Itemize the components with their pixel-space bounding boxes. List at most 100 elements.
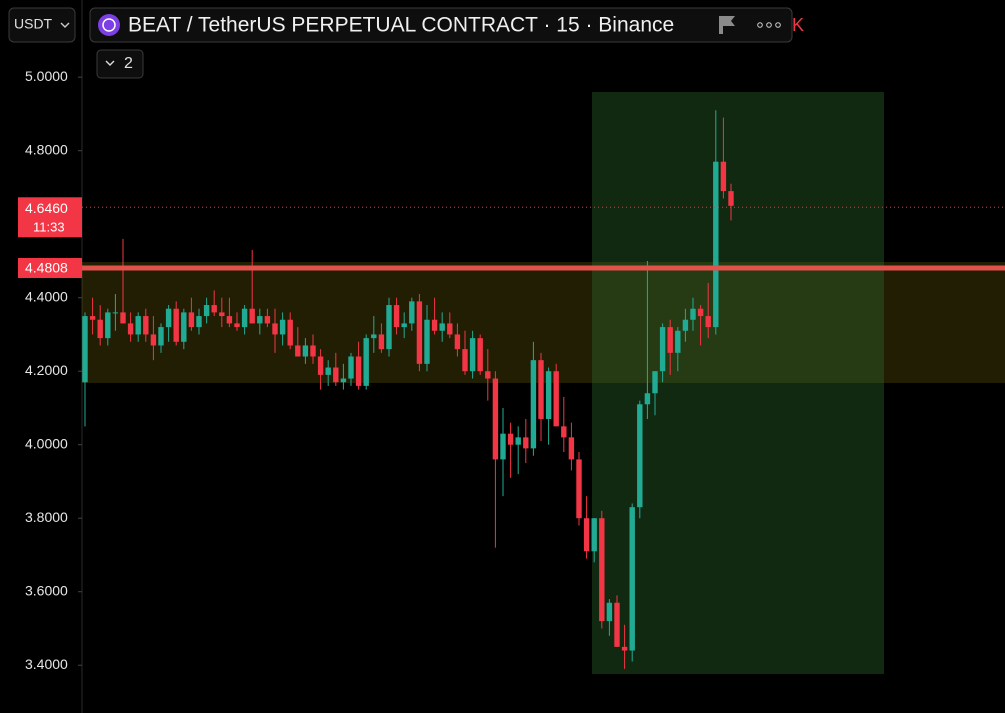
candle-body xyxy=(173,308,179,342)
candle-body xyxy=(431,319,438,331)
candle-body xyxy=(561,426,567,438)
chevron xyxy=(105,60,115,66)
candle-body xyxy=(629,507,635,651)
currency-button[interactable] xyxy=(8,7,76,43)
candle-body xyxy=(386,305,392,350)
candle-body xyxy=(348,356,354,379)
candle-body xyxy=(720,161,727,192)
more-icon[interactable] xyxy=(757,22,781,28)
candle-body xyxy=(135,316,141,335)
candle-body xyxy=(355,356,362,386)
candle-body xyxy=(416,301,423,364)
y-tick-label: 5.0000 xyxy=(25,68,68,84)
symbol-header[interactable] xyxy=(89,7,793,43)
y-tick-label: 4.8000 xyxy=(25,141,68,157)
candle-body xyxy=(112,312,119,314)
candle-body xyxy=(97,319,103,339)
candle-body xyxy=(637,404,643,508)
candle-body xyxy=(105,312,111,339)
candle-body xyxy=(690,308,696,320)
candle-body xyxy=(644,393,651,405)
candle-body xyxy=(675,330,681,353)
chevron xyxy=(60,22,70,28)
symbol-title: BEAT / TetherUS PERPETUAL CONTRACT · 15 … xyxy=(128,14,674,37)
candle-body xyxy=(363,338,369,386)
candle-body xyxy=(606,602,613,622)
symbol-logo-mark xyxy=(102,18,116,32)
candle-body xyxy=(447,323,453,335)
candle-body xyxy=(667,327,673,353)
candle-body xyxy=(621,646,628,651)
candle-body xyxy=(272,323,278,335)
candle-body xyxy=(127,323,134,335)
candle-body xyxy=(538,360,544,419)
candle-body xyxy=(500,433,506,460)
price-axis: 3.4000 3.6000 3.8000 4.0000 4.2000 4.4000 4.80… xyxy=(18,68,82,672)
candle-body xyxy=(492,378,499,460)
candle-body xyxy=(279,319,286,335)
flag-icon[interactable] xyxy=(719,16,735,34)
candle-body xyxy=(576,459,582,519)
candle-body xyxy=(393,305,400,328)
candle-body xyxy=(241,308,248,328)
candle-body xyxy=(226,316,233,324)
candle-body xyxy=(196,316,202,328)
y-tick-label: 3.6000 xyxy=(25,582,68,598)
candle-body xyxy=(219,312,225,317)
cut-text: K xyxy=(792,15,804,35)
candle-body xyxy=(89,316,96,320)
indicators-toggle[interactable] xyxy=(96,49,144,79)
target-box xyxy=(592,92,884,674)
candle-body xyxy=(523,437,529,449)
candle-body xyxy=(211,305,217,313)
candle-body xyxy=(287,319,293,346)
candle-body xyxy=(462,349,468,372)
candle-body xyxy=(682,319,689,331)
candle-body xyxy=(120,312,126,324)
candle-body xyxy=(728,191,734,206)
candle-body xyxy=(333,367,339,383)
candle-body xyxy=(302,345,309,357)
candle-body xyxy=(165,308,172,328)
candle-body xyxy=(310,345,316,357)
candle-body xyxy=(477,338,483,372)
candle-body xyxy=(150,334,157,346)
currency-label: USDT xyxy=(14,16,53,32)
candle-body xyxy=(553,371,559,427)
level-price-tag xyxy=(18,257,82,278)
candle-body xyxy=(325,367,331,375)
candle-body xyxy=(713,161,719,328)
candle-body xyxy=(568,437,575,460)
candle-body xyxy=(409,301,415,324)
last-price-label: 4.6460 xyxy=(25,200,68,216)
candle-body xyxy=(401,323,407,328)
candle-body xyxy=(188,312,195,328)
y-tick-label: 4.2000 xyxy=(25,362,68,378)
candle-body xyxy=(697,308,704,317)
candle-body xyxy=(264,316,271,324)
candle-body xyxy=(340,378,347,383)
candle-body xyxy=(469,338,476,372)
symbol-logo xyxy=(98,14,120,36)
candle-body xyxy=(249,308,255,324)
candle-body xyxy=(371,334,377,339)
indicator-count: 2 xyxy=(124,55,133,72)
candle-body xyxy=(530,360,537,449)
candle-body xyxy=(158,327,164,346)
candle-body xyxy=(659,327,666,372)
level-price-label: 4.4808 xyxy=(25,260,68,276)
candle-body xyxy=(545,371,552,419)
y-tick-label: 4.0000 xyxy=(25,435,68,451)
candle-body xyxy=(591,518,597,552)
countdown-label: 11:33 xyxy=(33,220,65,235)
candle-body xyxy=(515,437,521,445)
candle-body xyxy=(507,433,514,445)
candle-body xyxy=(439,323,445,331)
candle-body xyxy=(257,316,263,324)
last-price-tag xyxy=(18,197,82,238)
candle-body xyxy=(203,305,210,317)
candle-body xyxy=(82,316,88,383)
